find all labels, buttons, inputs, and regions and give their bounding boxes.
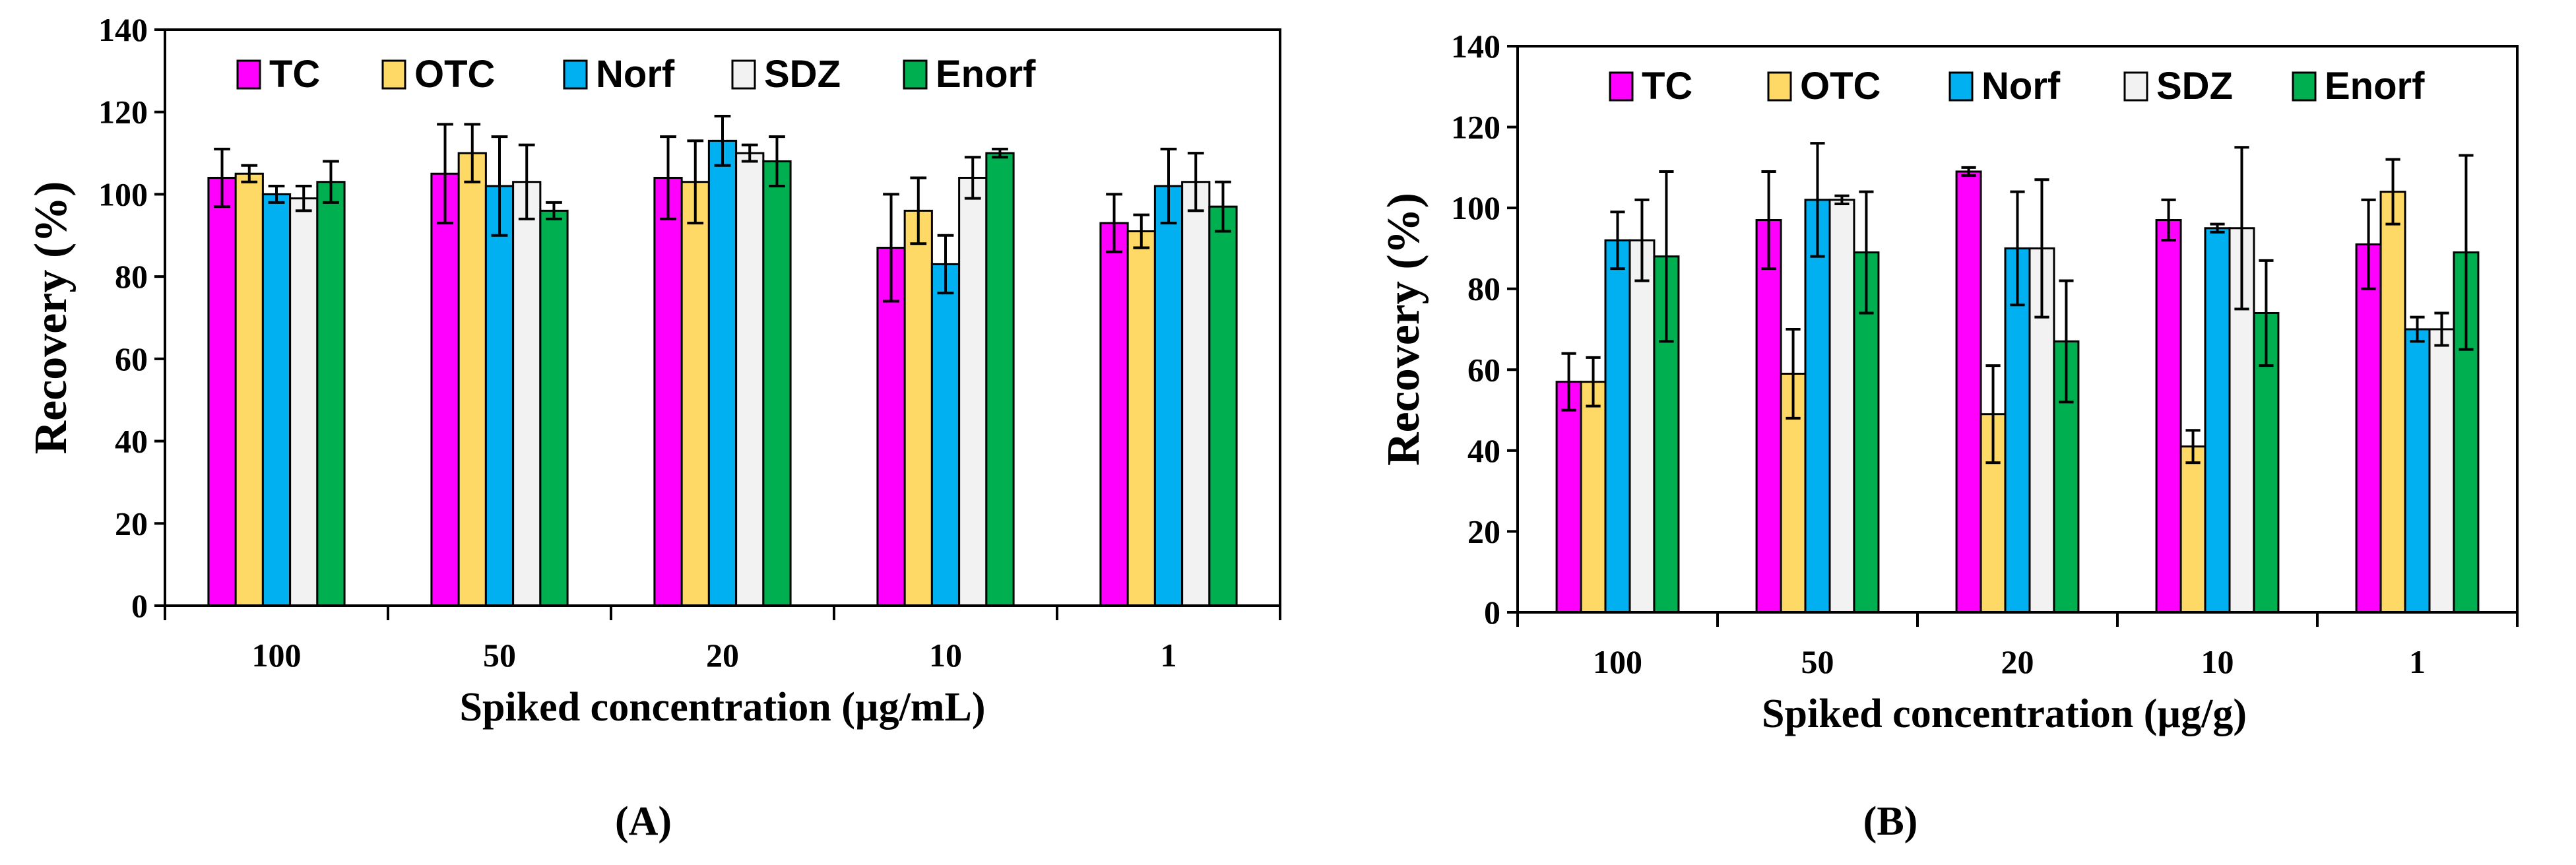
x-tick-label: 100 xyxy=(1593,643,1642,680)
legend-swatch-otc xyxy=(1767,71,1792,102)
legend-label-norf: Norf xyxy=(596,53,675,96)
bar-enorf-20 xyxy=(2053,340,2080,614)
x-tick-label: 1 xyxy=(1161,637,1177,674)
panel-label: (B) xyxy=(1863,799,1918,844)
y-tick-label: 40 xyxy=(1467,432,1500,469)
bar-norf-50 xyxy=(1804,199,1831,614)
x-axis-label: Spiked concentration (µg/mL) xyxy=(460,685,986,730)
chart-panel-a: 0 20 40 60 80 100 120 140 100 50 20 10 1 Spiked conce… xyxy=(26,11,1281,844)
bar-tc-1 xyxy=(1099,222,1129,607)
legend-swatch-sdz xyxy=(2123,71,2148,102)
x-tick-label: 50 xyxy=(483,637,516,674)
bar-tc-10 xyxy=(2155,219,2182,614)
bar-enorf-100 xyxy=(316,181,346,607)
bar-otc-100 xyxy=(234,172,264,607)
legend-label-enorf: Enorf xyxy=(2325,65,2425,108)
bar-otc-50 xyxy=(457,152,487,607)
x-tick-label: 20 xyxy=(2001,643,2034,680)
legend-swatch-tc xyxy=(236,59,261,90)
legend-label-tc: TC xyxy=(1642,65,1692,108)
x-tick-label: 10 xyxy=(929,637,962,674)
bar-norf-50 xyxy=(484,185,515,607)
bar-sdz-20 xyxy=(735,152,765,607)
legend-label-sdz: SDZ xyxy=(2156,65,2233,108)
legend-label-tc: TC xyxy=(269,53,320,96)
x-tick-label: 100 xyxy=(252,637,302,674)
legend-swatch-enorf xyxy=(2292,71,2317,102)
bar-tc-50 xyxy=(430,172,460,607)
y-tick-label: 80 xyxy=(1467,271,1500,307)
bar-sdz-50 xyxy=(1828,199,1855,614)
bar-enorf-1 xyxy=(1208,205,1238,607)
bar-otc-100 xyxy=(1580,381,1607,614)
bar-sdz-100 xyxy=(1628,239,1656,614)
legend-swatch-norf xyxy=(1948,71,1974,102)
plot-frame xyxy=(1516,45,2519,614)
bar-sdz-50 xyxy=(512,181,542,607)
bar-otc-10 xyxy=(2179,445,2206,614)
bar-tc-50 xyxy=(1755,219,1782,614)
y-tick-label: 60 xyxy=(1467,351,1500,388)
bar-tc-100 xyxy=(207,176,237,607)
x-axis-label: Spiked concentration (µg/g) xyxy=(1762,691,2247,736)
panel-label: (A) xyxy=(615,799,672,844)
plot-frame xyxy=(164,28,1281,607)
bar-norf-20 xyxy=(707,139,738,607)
x-tick-label: 20 xyxy=(706,637,739,674)
y-axis-label: Recovery (%) xyxy=(26,181,77,455)
legend-swatch-otc xyxy=(381,59,406,90)
legend-label-norf: Norf xyxy=(1981,65,2061,108)
bar-sdz-1 xyxy=(1181,181,1211,607)
legend-label-otc: OTC xyxy=(1800,65,1881,108)
legend-swatch-enorf xyxy=(903,59,928,90)
bar-sdz-100 xyxy=(289,197,319,607)
y-tick-label: 0 xyxy=(131,587,148,624)
bar-tc-20 xyxy=(1955,170,1982,614)
y-tick-label: 100 xyxy=(1451,189,1500,226)
bar-norf-1 xyxy=(2404,328,2431,614)
bar-sdz-10 xyxy=(958,176,988,607)
y-tick-label: 140 xyxy=(98,11,148,48)
legend-label-enorf: Enorf xyxy=(936,53,1036,96)
bar-norf-1 xyxy=(1153,185,1184,607)
legend-swatch-tc xyxy=(1609,71,1634,102)
bar-norf-10 xyxy=(930,263,961,607)
bar-otc-1 xyxy=(1126,230,1156,607)
bar-tc-100 xyxy=(1555,381,1582,614)
x-tick-label: 1 xyxy=(2409,643,2426,680)
bar-enorf-50 xyxy=(539,209,569,607)
legend-label-sdz: SDZ xyxy=(764,53,841,96)
legend-label-otc: OTC xyxy=(414,53,495,96)
x-tick-label: 50 xyxy=(1801,643,1834,680)
y-tick-label: 120 xyxy=(1451,109,1500,146)
bar-norf-10 xyxy=(2204,227,2231,614)
bar-tc-20 xyxy=(653,176,683,607)
bar-otc-1 xyxy=(2379,191,2406,614)
y-tick-label: 120 xyxy=(98,94,148,131)
y-tick-label: 40 xyxy=(115,423,148,460)
bar-tc-1 xyxy=(2355,243,2382,614)
bar-enorf-20 xyxy=(762,160,792,607)
legend-swatch-sdz xyxy=(731,59,756,90)
y-axis-label: Recovery (%) xyxy=(1378,193,1429,466)
bar-norf-100 xyxy=(261,193,292,607)
y-tick-label: 20 xyxy=(1467,513,1500,550)
y-tick-label: 140 xyxy=(1451,28,1500,65)
x-tick-label: 10 xyxy=(2201,643,2234,680)
bar-otc-20 xyxy=(680,181,710,607)
bar-norf-100 xyxy=(1604,239,1631,614)
y-tick-label: 100 xyxy=(98,176,148,212)
bar-sdz-1 xyxy=(2428,328,2455,614)
legend-swatch-norf xyxy=(563,59,588,90)
y-tick-label: 0 xyxy=(1484,594,1500,631)
chart-panel-b: 0 20 40 60 80 100 120 140 100 50 20 10 1 Spiked conce… xyxy=(1378,28,2519,844)
bar-enorf-10 xyxy=(985,152,1015,607)
y-tick-label: 60 xyxy=(115,340,148,377)
bar-otc-10 xyxy=(903,209,933,607)
y-tick-label: 80 xyxy=(115,258,148,295)
y-tick-label: 20 xyxy=(115,505,148,542)
